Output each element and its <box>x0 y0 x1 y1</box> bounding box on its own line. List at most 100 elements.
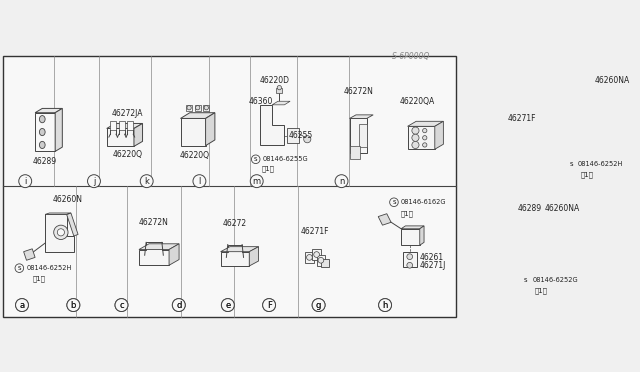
Circle shape <box>379 299 392 311</box>
Text: （1）: （1） <box>262 166 275 172</box>
Circle shape <box>172 299 185 311</box>
Polygon shape <box>55 108 62 151</box>
Polygon shape <box>403 252 417 267</box>
Polygon shape <box>408 121 444 126</box>
Polygon shape <box>169 244 179 265</box>
Text: c: c <box>119 301 124 310</box>
Text: e: e <box>225 301 230 310</box>
Circle shape <box>19 175 31 187</box>
Circle shape <box>54 225 68 240</box>
Polygon shape <box>612 128 621 141</box>
Text: h: h <box>382 301 388 310</box>
Polygon shape <box>408 126 435 149</box>
Polygon shape <box>45 213 71 214</box>
Text: S: S <box>392 200 396 205</box>
Circle shape <box>523 250 529 256</box>
Text: 08146-6252G: 08146-6252G <box>532 277 578 283</box>
Polygon shape <box>550 222 573 257</box>
Circle shape <box>277 86 282 90</box>
Circle shape <box>335 175 348 187</box>
Circle shape <box>422 136 427 140</box>
Circle shape <box>140 175 153 187</box>
Circle shape <box>307 254 312 260</box>
Polygon shape <box>221 247 259 252</box>
Polygon shape <box>195 105 200 110</box>
Circle shape <box>407 254 413 260</box>
Polygon shape <box>321 259 330 267</box>
Circle shape <box>312 299 325 311</box>
Polygon shape <box>509 132 515 150</box>
Text: i: i <box>24 177 26 186</box>
Text: 46271F: 46271F <box>301 227 330 236</box>
Text: 46289: 46289 <box>33 157 57 166</box>
Polygon shape <box>186 105 192 110</box>
Circle shape <box>252 155 260 164</box>
Ellipse shape <box>40 141 45 148</box>
Text: g: g <box>316 301 321 310</box>
Polygon shape <box>522 222 545 225</box>
Circle shape <box>422 143 427 147</box>
Polygon shape <box>312 249 321 260</box>
Text: S: S <box>254 157 257 162</box>
Text: S: S <box>17 266 21 271</box>
Circle shape <box>172 299 185 311</box>
Circle shape <box>115 299 128 311</box>
Circle shape <box>523 240 529 246</box>
Text: 08146-6252H: 08146-6252H <box>26 265 72 271</box>
Text: 08146-6252H: 08146-6252H <box>578 161 623 167</box>
Polygon shape <box>317 254 325 266</box>
Text: 46220Q: 46220Q <box>180 151 210 160</box>
Circle shape <box>521 276 529 285</box>
Polygon shape <box>588 95 611 96</box>
Text: （1）: （1） <box>534 288 547 294</box>
Polygon shape <box>572 148 583 159</box>
Text: k: k <box>144 177 149 186</box>
Polygon shape <box>139 244 179 250</box>
Circle shape <box>262 299 276 311</box>
Text: j: j <box>93 177 95 186</box>
Text: S: S <box>524 278 527 283</box>
Text: 46272JA: 46272JA <box>112 109 143 118</box>
Text: e: e <box>225 301 230 310</box>
Polygon shape <box>493 136 509 150</box>
Circle shape <box>503 143 507 147</box>
Polygon shape <box>605 95 621 118</box>
Circle shape <box>58 229 65 236</box>
Polygon shape <box>204 105 209 110</box>
Text: F: F <box>267 301 271 310</box>
Circle shape <box>314 252 319 257</box>
Circle shape <box>379 299 392 311</box>
Polygon shape <box>272 101 290 105</box>
Ellipse shape <box>40 128 45 136</box>
Text: a: a <box>19 301 24 310</box>
Circle shape <box>67 299 80 311</box>
Text: 46271F: 46271F <box>507 114 536 123</box>
Polygon shape <box>540 264 552 277</box>
Text: h: h <box>382 301 388 310</box>
Circle shape <box>115 299 128 311</box>
Polygon shape <box>420 226 424 245</box>
Text: b: b <box>70 301 76 310</box>
Circle shape <box>304 136 311 143</box>
Text: S 6P000Q: S 6P000Q <box>392 52 429 61</box>
Text: 08146-6255G: 08146-6255G <box>263 156 308 162</box>
Circle shape <box>250 175 263 187</box>
Polygon shape <box>134 124 143 146</box>
Text: 08146-6162G: 08146-6162G <box>401 199 447 205</box>
Text: S: S <box>570 162 573 167</box>
Text: 46272N: 46272N <box>343 87 373 96</box>
Polygon shape <box>180 118 205 146</box>
Polygon shape <box>260 105 284 145</box>
Text: 46360: 46360 <box>248 97 273 106</box>
Circle shape <box>407 262 413 268</box>
Text: 46220Q: 46220Q <box>113 150 143 159</box>
Text: 46260NA: 46260NA <box>545 204 580 213</box>
Polygon shape <box>205 113 215 146</box>
Text: 46260N: 46260N <box>53 195 83 204</box>
Polygon shape <box>493 132 515 136</box>
Polygon shape <box>435 121 444 149</box>
Text: 46260NA: 46260NA <box>595 77 630 86</box>
Polygon shape <box>349 115 373 118</box>
Circle shape <box>88 175 100 187</box>
Text: （1）: （1） <box>33 275 46 282</box>
